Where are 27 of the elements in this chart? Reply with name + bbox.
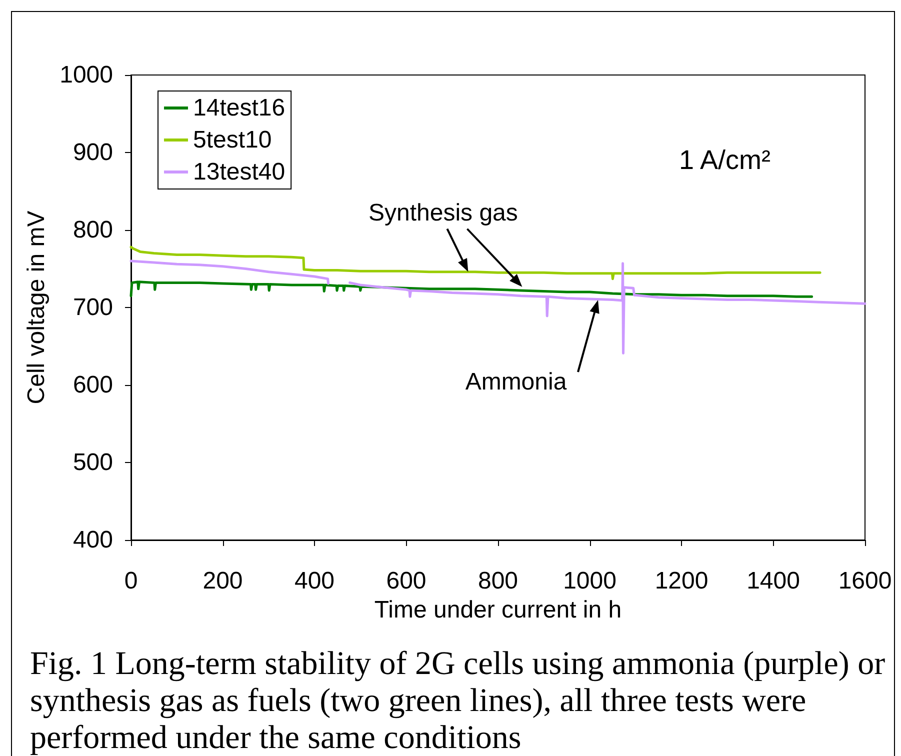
x-tick-label: 200 [202, 568, 243, 594]
y-axis-title: Cell voltage in mV [23, 210, 50, 404]
caption: Fig. 1 Long-term stability of 2G cells using ammonia (purple) or synthesis gas as fuels (two green lines), all three tests were performed under the same conditions [30, 646, 886, 756]
x-tick-label: 1000 [563, 568, 616, 594]
x-tick-label: 400 [294, 568, 335, 594]
x-tick-label: 0 [124, 568, 138, 594]
annotation: Synthesis gas [368, 199, 518, 226]
x-tick-label: 1600 [838, 568, 892, 594]
y-tick-label: 700 [72, 294, 113, 321]
line-series [130, 246, 822, 280]
annotation: Ammonia [465, 368, 568, 396]
legend-label: 5test10 [193, 126, 272, 154]
y-tick-label: 900 [72, 139, 113, 166]
annotation: 1 A/cm² [679, 145, 771, 175]
y-tick-label: 400 [72, 526, 113, 554]
legend-label: 14test16 [193, 94, 286, 122]
y-tick-label: 500 [72, 449, 113, 476]
x-tick-label: 800 [478, 568, 518, 594]
legend-label: 13test40 [193, 158, 286, 186]
x-tick-label: 1400 [746, 568, 800, 594]
line-series [130, 280, 814, 298]
x-tick-label: 600 [386, 568, 426, 594]
x-tick-label: 1200 [654, 568, 708, 594]
x-axis-title: Time under current in h [374, 596, 622, 624]
y-tick-label: 600 [72, 372, 113, 398]
y-tick-label: 1000 [60, 62, 113, 88]
y-tick-label: 800 [72, 216, 113, 244]
